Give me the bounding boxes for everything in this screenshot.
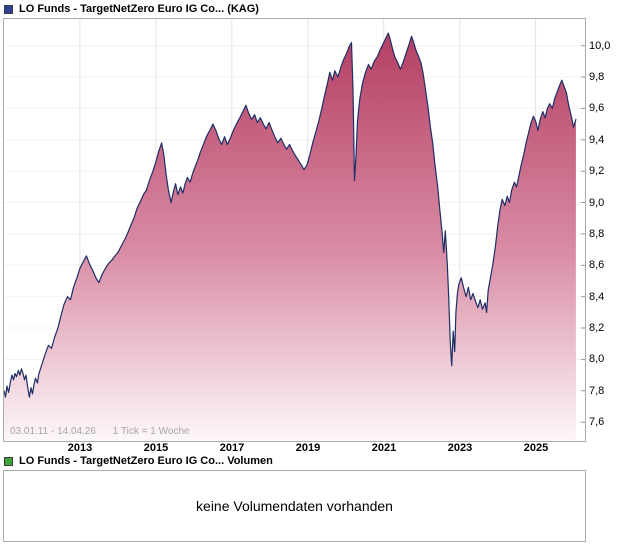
volume-panel-title: LO Funds - TargetNetZero Euro IG Co... V… [19, 455, 273, 467]
x-axis-label: 2019 [295, 442, 321, 454]
chart-tick-label: 1 Tick = 1 Woche [112, 426, 190, 437]
y-axis-label: 8,4 [589, 290, 605, 303]
chart-range-info: 03.01.11 - 14.04.26 1 Tick = 1 Woche [10, 426, 190, 437]
y-axis-label: 8,6 [589, 259, 605, 272]
x-axis-label: 2015 [143, 442, 169, 454]
price-chart-plot: 03.01.11 - 14.04.26 1 Tick = 1 Woche [3, 18, 586, 442]
y-axis-label: 8,0 [589, 353, 605, 366]
volume-legend-swatch-icon [4, 456, 13, 466]
x-axis-label: 2025 [523, 442, 549, 454]
x-axis-label: 2021 [371, 442, 397, 454]
volume-empty-message: keine Volumendaten vorhanden [196, 498, 393, 514]
y-axis-labels: 7,6 7,8 8,0 8,2 8,4 8,6 8,8 9,0 9,2 9,4 9,6 9,8 10,0 [589, 19, 619, 441]
x-axis-label: 2013 [67, 442, 93, 454]
y-axis-label: 9,2 [589, 165, 605, 178]
x-axis-labels: 2013 2015 2017 2019 2021 2023 2025 [4, 442, 585, 456]
y-axis-label: 9,4 [589, 133, 605, 146]
volume-panel-box: keine Volumendaten vorhanden [3, 470, 586, 542]
price-panel-header: LO Funds - TargetNetZero Euro IG Co... (… [4, 3, 259, 15]
price-legend-swatch-icon [4, 4, 13, 14]
y-axis-label: 7,6 [589, 416, 605, 429]
price-panel-title: LO Funds - TargetNetZero Euro IG Co... (… [19, 3, 259, 15]
y-axis-label: 10,0 [589, 39, 611, 52]
x-axis-label: 2023 [447, 442, 473, 454]
y-axis-label: 7,8 [589, 384, 605, 397]
y-axis-label: 9,0 [589, 196, 605, 209]
y-axis-label: 9,8 [589, 71, 605, 84]
price-chart-svg [4, 19, 585, 441]
y-axis-label: 8,2 [589, 322, 605, 335]
x-axis-label: 2017 [219, 442, 245, 454]
y-axis-label: 8,8 [589, 227, 605, 240]
chart-period-label: 03.01.11 - 14.04.26 [10, 426, 96, 437]
y-axis-label: 9,6 [589, 102, 605, 115]
volume-panel-header: LO Funds - TargetNetZero Euro IG Co... V… [4, 455, 273, 467]
